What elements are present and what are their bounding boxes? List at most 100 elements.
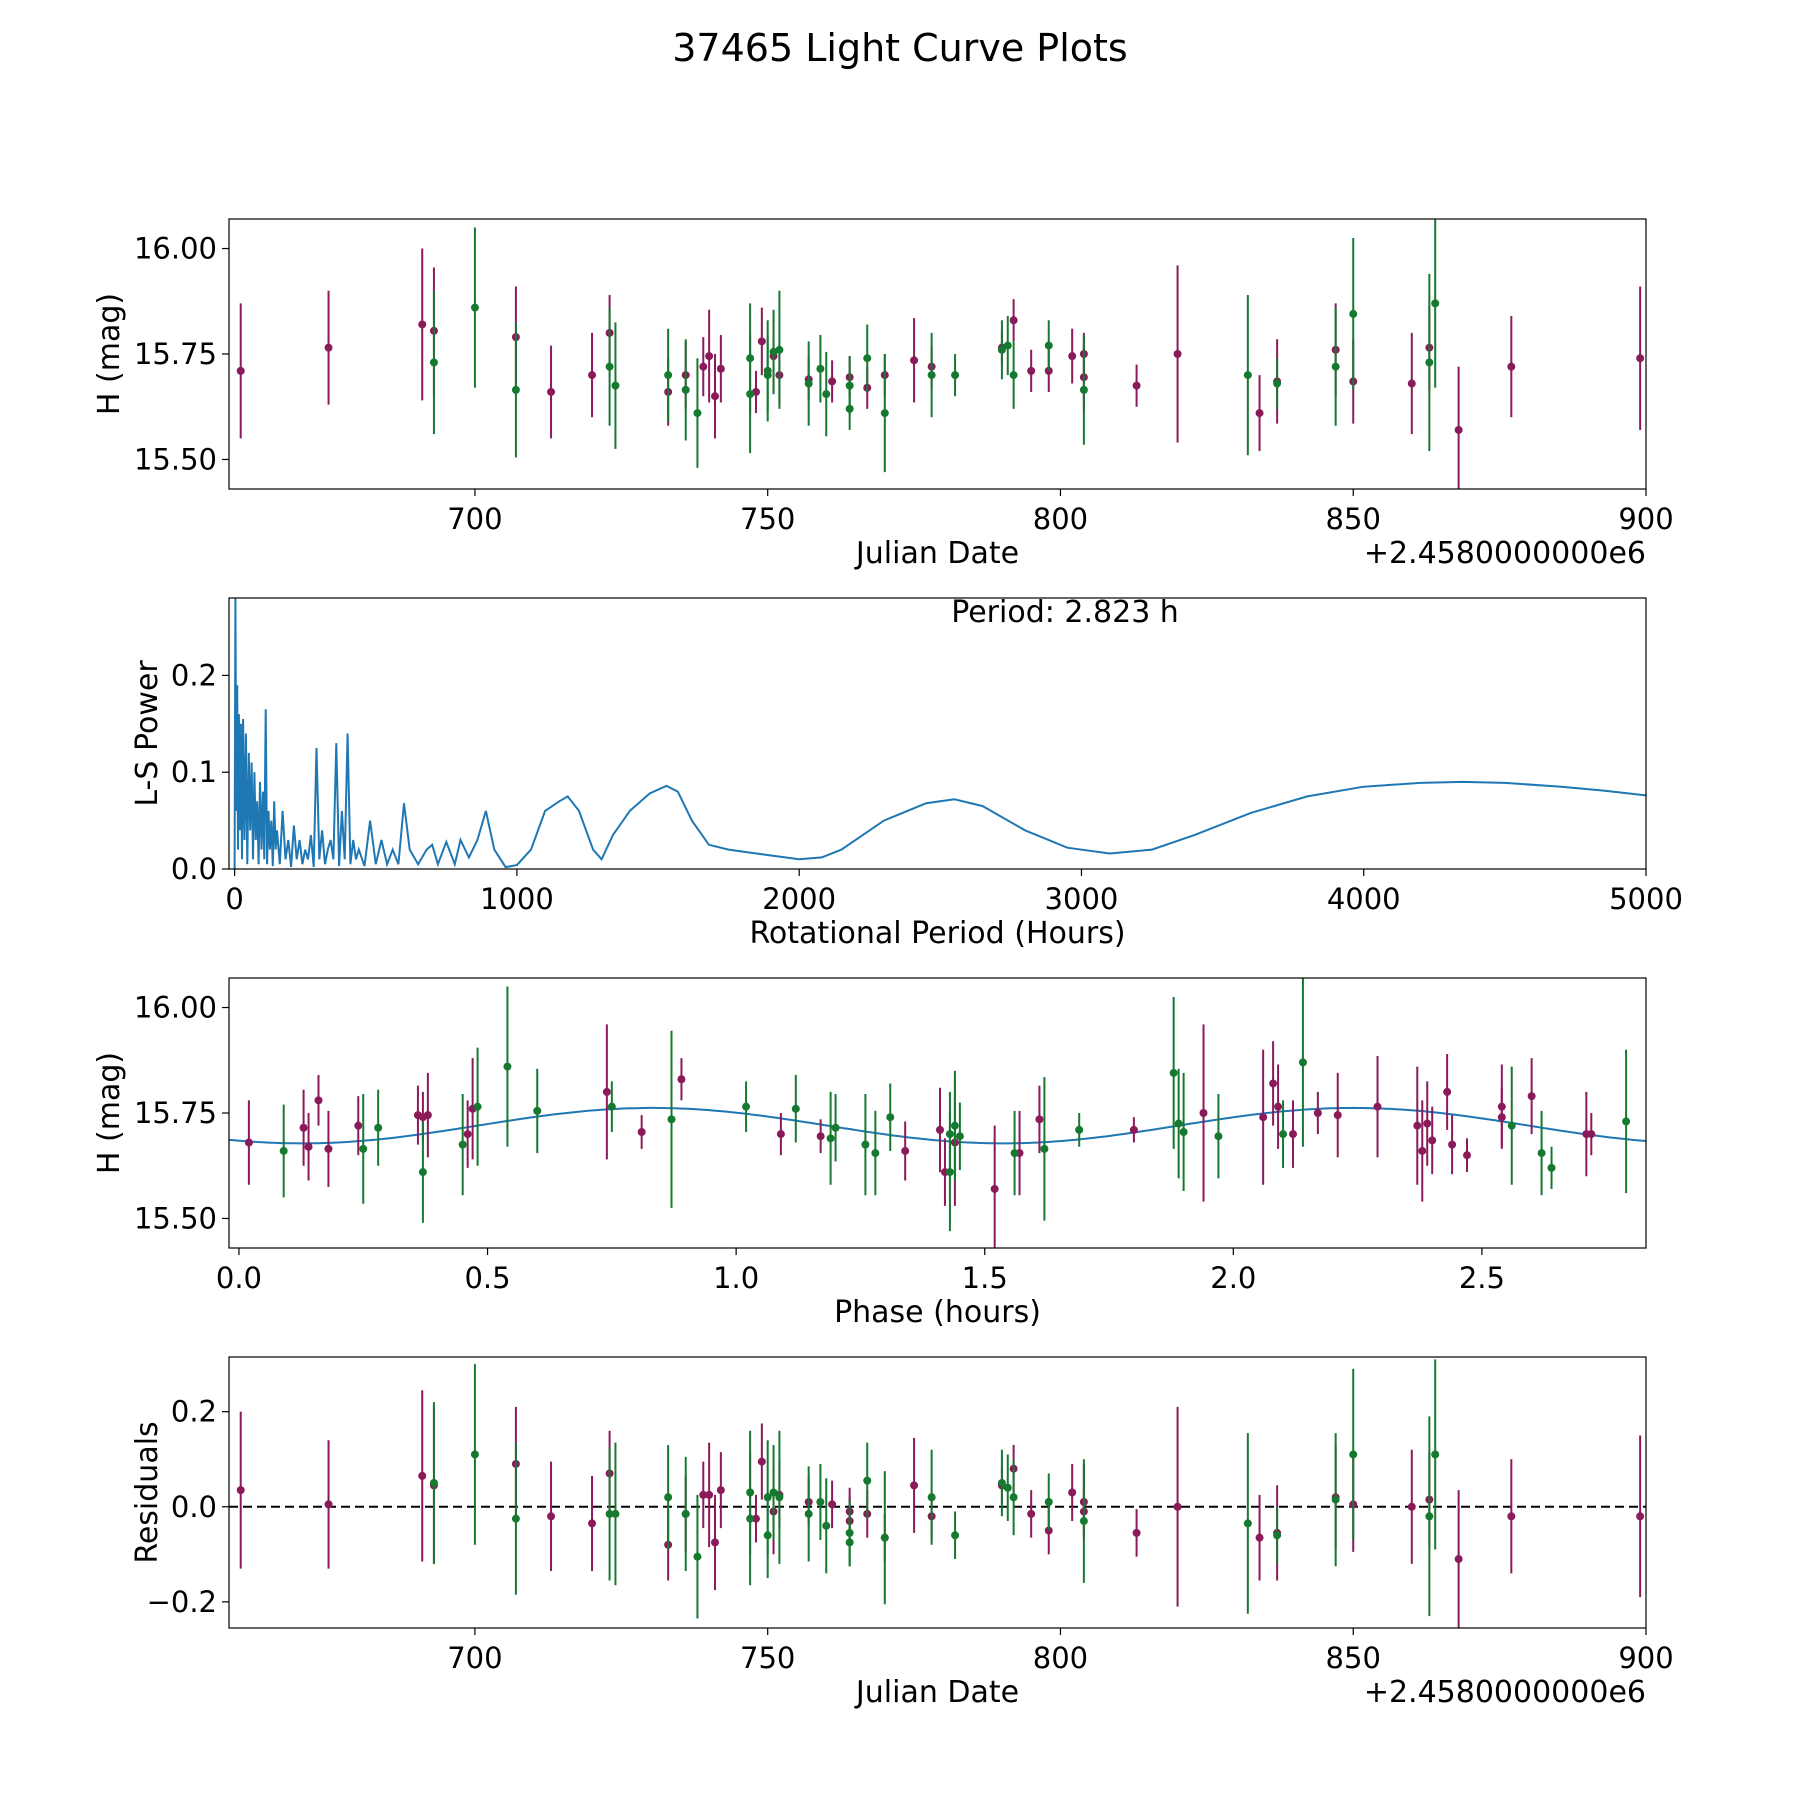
marker <box>763 366 772 375</box>
x-tick-label: 700 <box>447 1641 502 1675</box>
marker <box>418 1168 427 1177</box>
data-point <box>1349 1368 1358 1541</box>
marker <box>1622 1117 1631 1126</box>
marker <box>605 1509 614 1518</box>
data-point <box>1273 358 1282 409</box>
data-point <box>1537 1110 1546 1196</box>
marker <box>1448 1140 1457 1149</box>
data-point <box>547 1461 556 1571</box>
marker <box>861 1140 870 1149</box>
data-point <box>1423 1081 1432 1166</box>
data-point <box>511 322 520 458</box>
x-tick-label: 1.5 <box>962 1261 1008 1295</box>
y-tick-label: 0.0 <box>171 1490 217 1524</box>
marker <box>1027 1509 1036 1518</box>
data-point <box>1497 1087 1506 1147</box>
data-point <box>863 324 872 392</box>
marker <box>880 1533 889 1542</box>
data-point <box>861 1094 870 1196</box>
data-point <box>667 1030 676 1208</box>
data-point <box>236 1411 245 1569</box>
marker <box>607 1102 616 1111</box>
marker <box>693 1552 702 1561</box>
x-tick-label: 800 <box>1033 502 1088 536</box>
data-point <box>910 1437 919 1533</box>
marker <box>886 1113 895 1122</box>
marker <box>1075 1125 1084 1134</box>
x-tick-label: 3000 <box>1045 882 1119 916</box>
marker <box>1010 1149 1019 1158</box>
marker <box>299 1123 308 1132</box>
data-point <box>1169 996 1178 1149</box>
x-tick-label: 750 <box>740 1641 795 1675</box>
marker <box>757 1457 766 1466</box>
chart-panel-1: 700 750 800 850 900 15.50 15.75 16.00 Julian Dat… <box>92 218 1674 571</box>
data-point <box>935 1087 944 1173</box>
y-tick-label: 15.50 <box>134 1201 217 1235</box>
data-point <box>791 1075 800 1143</box>
y-axis-label: Residuals <box>130 1421 165 1563</box>
marker <box>1331 1495 1340 1504</box>
marker <box>746 1514 755 1523</box>
marker <box>990 1184 999 1193</box>
axes-frame <box>228 597 1647 870</box>
data-point <box>804 1466 813 1562</box>
data-point <box>769 1444 778 1541</box>
marker <box>816 364 825 373</box>
marker <box>1428 1136 1437 1145</box>
data-point <box>473 1047 482 1166</box>
marker <box>470 1450 479 1459</box>
data-point <box>1587 1113 1596 1156</box>
data-point <box>1173 1406 1182 1607</box>
marker <box>845 1538 854 1547</box>
marker <box>588 371 597 380</box>
marker <box>1009 1493 1018 1502</box>
data-point <box>828 360 837 403</box>
marker <box>863 1476 872 1485</box>
marker <box>791 1104 800 1113</box>
data-point <box>845 387 854 430</box>
marker <box>1333 1111 1342 1120</box>
y-tick-label: 0.1 <box>171 755 217 789</box>
data-point <box>1132 1509 1141 1557</box>
marker <box>901 1146 910 1155</box>
x-tick-label: 800 <box>1033 1641 1088 1675</box>
data-point <box>324 290 333 405</box>
marker <box>1331 362 1340 371</box>
data-point <box>1009 299 1018 342</box>
marker <box>804 1509 813 1518</box>
marker <box>927 1493 936 1502</box>
data-point <box>244 1100 253 1185</box>
marker <box>1044 341 1053 350</box>
data-point <box>1622 1049 1631 1194</box>
axes-frame <box>228 218 1647 490</box>
data-point <box>831 1094 840 1162</box>
marker <box>1507 1121 1516 1130</box>
marker <box>776 1130 785 1139</box>
data-point <box>1349 237 1358 390</box>
data-point <box>699 1461 708 1529</box>
data-point <box>1313 1091 1322 1135</box>
data-point <box>1274 1064 1283 1149</box>
x-tick-label: 0.0 <box>216 1261 262 1295</box>
chart-panel-4: 700 750 800 850 900 −0.2 0.0 0.2 Julian Date Resi… <box>130 1356 1674 1710</box>
data-point <box>1527 1058 1536 1135</box>
marker <box>775 1493 784 1502</box>
marker <box>1243 371 1252 380</box>
marker <box>429 358 438 367</box>
marker <box>324 1500 333 1509</box>
data-point <box>429 290 438 435</box>
data-point <box>1463 1138 1472 1173</box>
data-point <box>997 320 1006 380</box>
data-point <box>693 358 702 468</box>
data-point <box>1407 1449 1416 1564</box>
marker <box>1431 1450 1440 1459</box>
data-point <box>1035 1085 1044 1154</box>
marker <box>816 1132 825 1141</box>
data-point <box>693 1494 702 1619</box>
data-point <box>757 1423 766 1500</box>
data-point <box>279 1104 288 1198</box>
data-point <box>1243 1433 1252 1614</box>
marker <box>951 1531 960 1540</box>
plot-area <box>233 598 1646 869</box>
